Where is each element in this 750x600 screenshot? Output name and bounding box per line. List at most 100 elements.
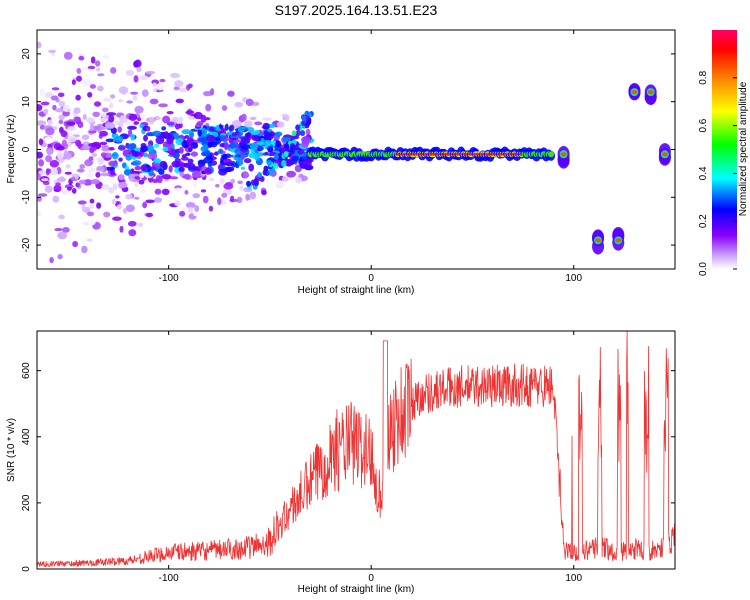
heatmap-noise-cell: [91, 152, 98, 157]
heatmap-noise-cell: [89, 123, 95, 132]
colorbar-label: Normalized spectral amplitude: [738, 81, 749, 216]
heatmap-noise-cell: [75, 182, 80, 188]
heatmap-noise-cell: [178, 87, 188, 93]
heatmap-noise-cell: [244, 120, 253, 128]
heatmap-noise-cell: [218, 168, 228, 176]
heatmap-noise-cell: [88, 130, 97, 134]
snr-axes: -100 0 100 0 200 400 600: [21, 331, 675, 584]
heatmap-noise-cell: [145, 199, 155, 204]
heatmap-noise-cell: [87, 211, 95, 217]
heatmap-noise-cell: [179, 210, 186, 217]
heatmap-noise-cell: [203, 149, 211, 157]
heatmap-noise-cell: [192, 180, 198, 188]
colorbar-tick-label: 0.0: [698, 262, 709, 276]
heatmap-noise-cell: [204, 167, 212, 175]
heatmap-noise-cell: [90, 179, 100, 185]
heatmap-noise-cell: [127, 125, 137, 130]
heatmap-noise-cell: [240, 166, 246, 170]
heatmap-noise-cell: [217, 197, 222, 206]
heatmap-noise-cell: [300, 160, 310, 165]
heatmap-noise-cell: [101, 184, 110, 190]
heatmap-noise-cell: [149, 98, 159, 105]
heatmap-noise-cell: [183, 162, 191, 168]
heatmap-noise-cell: [66, 121, 76, 126]
heatmap-noise-cell: [218, 148, 224, 154]
heatmap-noise-cell: [53, 184, 62, 193]
y-tick-label: 400: [21, 428, 32, 445]
heatmap-noise-cell: [81, 205, 87, 213]
heatmap-noise-cell: [49, 257, 54, 264]
heatmap-noise-cell: [125, 204, 135, 213]
heatmap-noise-cell: [190, 151, 199, 157]
heatmap-noise-cell: [76, 67, 82, 74]
heatmap-noise-cell: [218, 110, 227, 114]
heatmap-noise-cell: [291, 155, 300, 161]
heatmap-noise-cell: [38, 159, 44, 167]
heatmap-noise-cell: [208, 205, 214, 212]
heatmap-noise-cell: [262, 122, 270, 130]
heatmap-noise-cell: [168, 165, 173, 173]
heatmap-noise-cell: [171, 160, 181, 168]
heatmap-noise-cell: [275, 133, 280, 138]
heatmap-noise-cell: [150, 166, 157, 171]
snr-x-axis-label: Height of straight line (km): [298, 584, 415, 595]
heatmap-noise-cell: [49, 160, 60, 168]
heatmap-noise-cell: [38, 138, 44, 146]
heatmap-noise-cell: [71, 79, 76, 86]
heatmap-noise-cell: [77, 121, 84, 129]
heatmap-noise-cell: [48, 49, 56, 53]
heatmap-late-core: [647, 90, 654, 95]
heatmap-noise-cell: [45, 127, 55, 136]
heatmap-noise-cell: [134, 196, 140, 200]
heatmap-noise-cell: [153, 158, 162, 164]
heatmap-noise-cell: [178, 146, 184, 154]
heatmap-noise-cell: [147, 152, 158, 160]
heatmap-noise-cell: [99, 141, 108, 146]
heatmap-noise-cell: [108, 114, 115, 123]
heatmap-noise-cell: [40, 101, 50, 106]
heatmap-noise-cell: [43, 108, 49, 115]
heatmap-noise-cell: [138, 222, 144, 228]
heatmap-noise-cell: [192, 193, 201, 199]
heatmap-noise-cell: [74, 174, 79, 180]
heatmap-noise-cell: [154, 143, 160, 148]
heatmap-noise-cell: [202, 195, 209, 204]
heatmap-noise-cell: [105, 138, 115, 143]
heatmap-noise-cell: [143, 134, 148, 142]
heatmap-noise-cell: [231, 132, 238, 137]
heatmap-noise-cell: [196, 121, 204, 127]
heatmap-noise-cell: [302, 156, 308, 160]
heatmap-noise-cell: [38, 170, 47, 176]
heatmap-noise-cell: [58, 214, 65, 220]
heatmap-noise-cell: [88, 156, 94, 161]
heatmap-noise-cell: [228, 126, 233, 132]
heatmap-ramp-cell: [289, 143, 295, 150]
snr-y-axis-label: SNR (10 * v/v): [6, 418, 17, 482]
heatmap-noise-cell: [65, 164, 71, 169]
heatmap-noise-cell: [133, 147, 141, 152]
heatmap-ramp-cell: [246, 180, 252, 187]
heatmap-noise-cell: [301, 136, 311, 144]
heatmap-noise-cell: [89, 198, 95, 204]
heatmap-noise-cell: [295, 176, 302, 184]
heatmap-noise-cell: [90, 56, 96, 64]
heatmap-noise-cell: [305, 128, 311, 136]
heatmap-noise-cell: [221, 192, 228, 198]
heatmap-noise-cell: [140, 164, 147, 172]
heatmap-noise-cell: [256, 141, 265, 146]
heatmap-noise-cell: [193, 212, 203, 217]
heatmap-noise-cell: [179, 171, 185, 177]
heatmap-noise-cell: [56, 145, 65, 151]
heatmap-late-core: [615, 238, 622, 243]
heatmap-noise-cell: [60, 130, 68, 138]
heatmap-ramp-cell: [273, 153, 279, 160]
heatmap-noise-cell: [75, 94, 81, 101]
heatmap-noise-cell: [118, 181, 128, 189]
heatmap-noise-cell: [37, 193, 48, 197]
heatmap-noise-cell: [58, 114, 65, 121]
heatmap-noise-cell: [44, 91, 54, 99]
heatmap-noise-cell: [237, 180, 243, 185]
heatmap-noise-cell: [205, 103, 212, 112]
heatmap-noise-cell: [115, 195, 120, 199]
heatmap-noise-cell: [125, 69, 135, 76]
